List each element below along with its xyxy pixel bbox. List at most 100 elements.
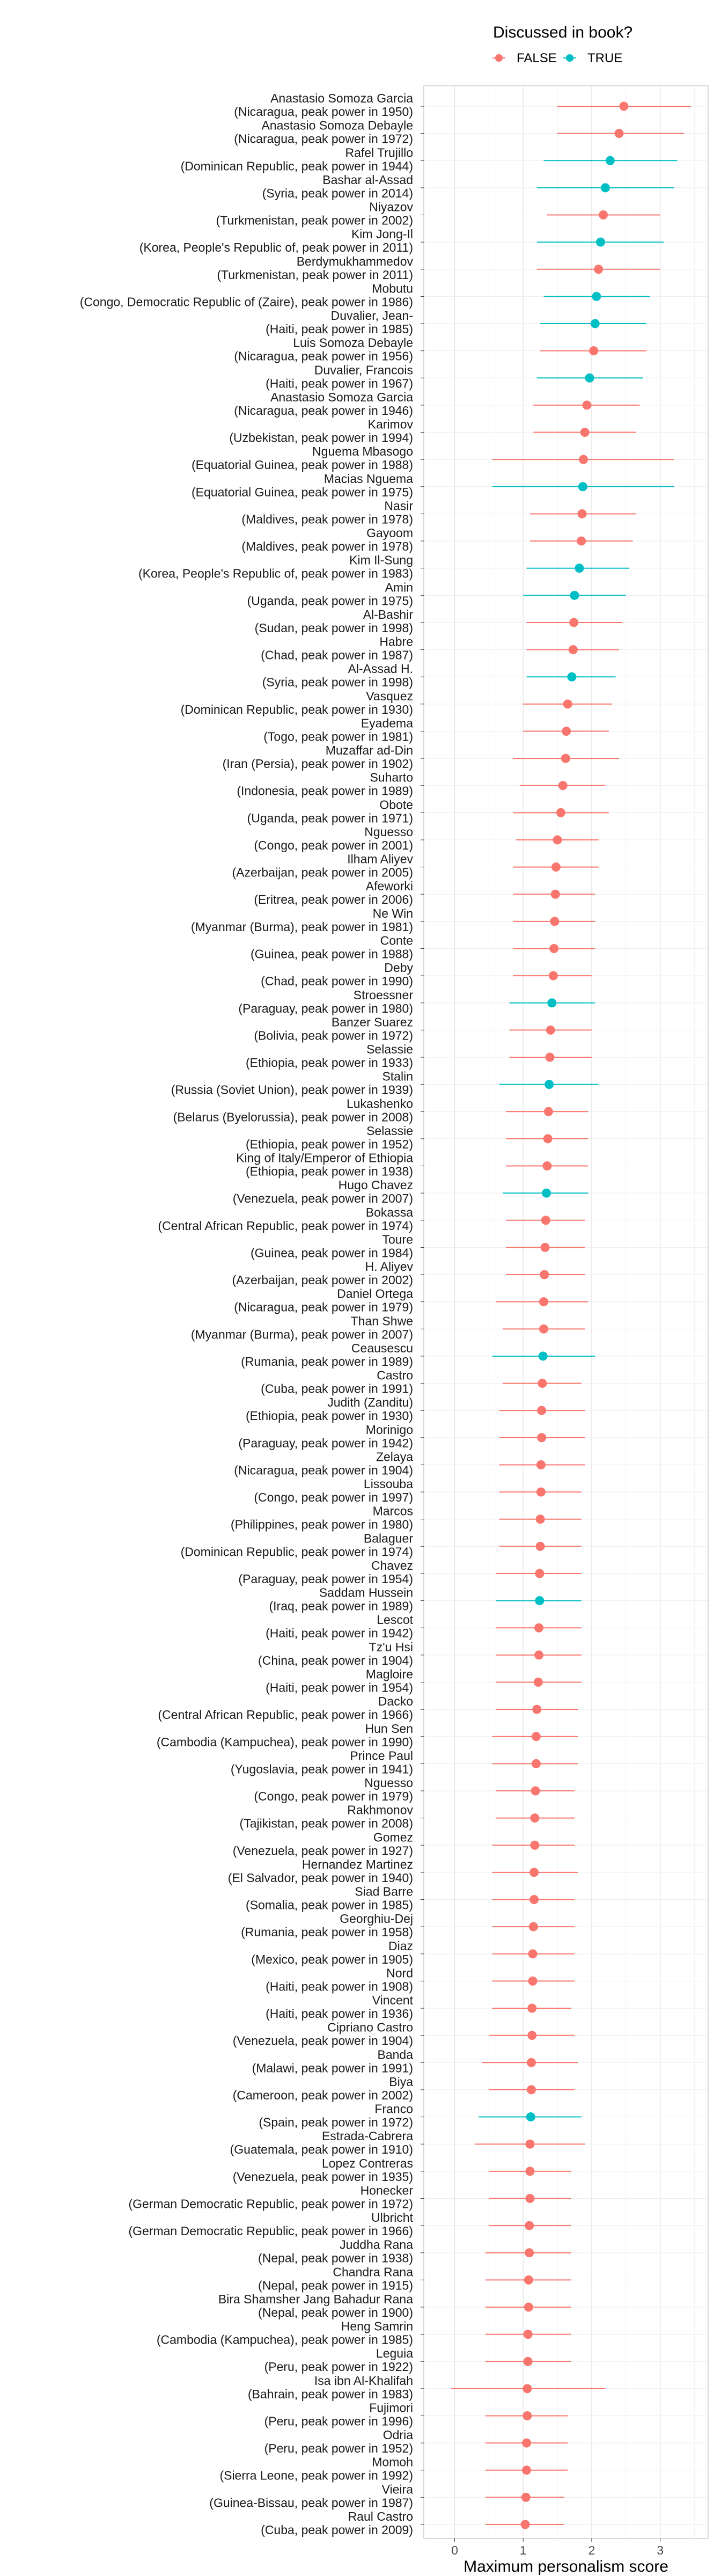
estimate-point (535, 1569, 545, 1578)
row-label-detail: (Indonesia, peak power in 1989) (237, 784, 413, 798)
row-label-name: Anastasio Somoza Debayle (261, 119, 413, 133)
row-label-detail: (Peru, peak power in 1952) (264, 2441, 413, 2455)
legend-label-true: TRUE (587, 51, 622, 65)
estimate-point (535, 1514, 545, 1524)
estimate-point (539, 1297, 548, 1307)
row-label-detail: (Nicaragua, peak power in 1946) (234, 404, 413, 418)
estimate-point (531, 1786, 540, 1796)
row-label-name: Judith (Zanditu) (327, 1395, 413, 1409)
row-label-name: Biya (389, 2075, 413, 2089)
estimate-point (538, 1379, 547, 1388)
row-label-detail: (Chad, peak power in 1990) (261, 974, 413, 988)
row-label-detail: (Togo, peak power in 1981) (263, 729, 413, 743)
row-label-name: Zelaya (376, 1450, 413, 1463)
row-label-name: Eyadema (361, 716, 413, 730)
row-label-name: Al-Assad H. (348, 662, 413, 676)
row-label-detail: (Philippines, peak power in 1980) (231, 1518, 413, 1532)
estimate-point (590, 319, 600, 328)
estimate-point (543, 1134, 553, 1144)
estimate-point (536, 1487, 546, 1497)
row-label-name: Bira Shamsher Jang Bahadur Rana (218, 2292, 413, 2306)
row-label-detail: (Korea, People's Republic of, peak power… (139, 240, 413, 254)
row-label-name: Juddha Rana (340, 2238, 413, 2252)
row-label-detail: (Peru, peak power in 1996) (264, 2414, 413, 2428)
estimate-point (585, 373, 594, 383)
legend-label-false: FALSE (517, 51, 557, 65)
row-label-detail: (Chad, peak power in 1987) (261, 648, 413, 662)
row-label-name: Ne Win (373, 906, 413, 920)
estimate-point (562, 726, 571, 736)
row-label-detail: (Nicaragua, peak power in 1904) (234, 1463, 413, 1477)
estimate-point (537, 1406, 547, 1415)
estimate-point (619, 101, 629, 111)
row-label-name: Hugo Chavez (339, 1178, 413, 1192)
estimate-point (525, 2167, 535, 2176)
row-label-detail: (Nicaragua, peak power in 1956) (234, 349, 413, 363)
row-label-detail: (Venezuela, peak power in 1927) (233, 1843, 413, 1857)
row-label-name: Castro (377, 1368, 413, 1382)
legend-title: Discussed in book? (493, 24, 632, 41)
row-label-detail: (Haiti, peak power in 1985) (266, 322, 413, 336)
row-label-detail: (Congo, peak power in 1979) (254, 1789, 413, 1803)
row-label-name: Nguesso (364, 1776, 413, 1790)
data-marks (451, 101, 691, 2529)
estimate-point (530, 1840, 540, 1850)
row-label-name: Hernandez Martinez (302, 1857, 413, 1871)
row-label-detail: (Yugoslavia, peak power in 1941) (231, 1762, 413, 1776)
legend-key-true (563, 54, 576, 62)
row-label-name: King of Italy/Emperor of Ethiopia (236, 1151, 413, 1165)
row-label-detail: (Guatemala, peak power in 1910) (230, 2142, 413, 2156)
row-label-detail: (Sierra Leone, peak power in 1992) (219, 2469, 413, 2483)
estimate-point (599, 210, 608, 220)
row-label-detail: (Maldives, peak power in 1978) (241, 512, 413, 526)
estimate-point (548, 971, 558, 980)
row-label-detail: (Haiti, peak power in 1908) (266, 1979, 413, 1993)
estimate-point (523, 2384, 532, 2394)
row-label-detail: (Cuba, peak power in 1991) (261, 1382, 413, 1396)
estimate-point (538, 1351, 548, 1361)
row-label-name: H. Aliyev (365, 1260, 414, 1274)
row-label-detail: (Nicaragua, peak power in 1972) (234, 132, 413, 146)
row-label-name: Balaguer (364, 1531, 413, 1545)
row-label-name: Heng Samrin (341, 2319, 413, 2333)
estimate-point (614, 129, 624, 138)
row-label-name: Ilham Aliyev (347, 852, 413, 866)
row-label-detail: (Syria, peak power in 2014) (262, 186, 413, 200)
row-label-name: Conte (380, 934, 413, 948)
estimate-point (534, 1623, 544, 1633)
row-label-detail: (Sudan, peak power in 1998) (255, 621, 413, 635)
row-label-detail: (Tajikistan, peak power in 2008) (240, 1817, 413, 1831)
row-label-detail: (Paraguay, peak power in 1954) (238, 1572, 413, 1586)
row-label-detail: (Mexico, peak power in 1905) (251, 1952, 413, 1966)
row-label-detail: (Maldives, peak power in 1978) (241, 539, 413, 553)
row-label-detail: (Turkmenistan, peak power in 2002) (216, 214, 413, 228)
row-label-name: Momoh (372, 2455, 413, 2469)
row-label-detail: (Congo, peak power in 1997) (254, 1490, 413, 1504)
estimate-point (537, 1433, 547, 1443)
row-label-name: Anastasio Somoza Garcia (270, 390, 413, 404)
row-label-name: Banzer Suarez (332, 1015, 413, 1029)
row-label-detail: (Congo, Democratic Republic of (Zaire), … (80, 295, 413, 309)
estimate-point (550, 889, 560, 899)
row-label-name: Vieira (382, 2482, 414, 2496)
estimate-point (540, 1242, 550, 1252)
row-label-name: Rakhmonov (347, 1803, 413, 1817)
row-label-detail: (Uganda, peak power in 1975) (247, 594, 413, 608)
row-label-name: Muzaffar ad-Din (326, 743, 413, 757)
estimate-point (528, 1922, 538, 1931)
row-label-detail: (Bolivia, peak power in 1972) (254, 1028, 413, 1042)
estimate-point (536, 1460, 546, 1469)
estimate-point (551, 862, 561, 872)
row-label-name: Hun Sen (365, 1722, 413, 1736)
row-label-name: Gomez (373, 1830, 413, 1844)
row-label-detail: (Central African Republic, peak power in… (158, 1219, 413, 1233)
row-label-detail: (El Salvador, peak power in 1940) (228, 1871, 413, 1885)
row-label-name: Selassie (366, 1042, 413, 1056)
row-label-detail: (Guinea-Bissau, peak power in 1987) (209, 2496, 413, 2509)
estimate-point (570, 590, 579, 600)
row-label-detail: (Belarus (Byelorussia), peak power in 20… (173, 1110, 413, 1124)
row-label-detail: (Azerbaijan, peak power in 2002) (232, 1273, 413, 1287)
estimate-point (531, 1759, 541, 1768)
row-labels: Anastasio Somoza Garcia(Nicaragua, peak … (80, 91, 424, 2537)
row-label-detail: (Cambodia (Kampuchea), peak power in 199… (157, 1735, 413, 1749)
